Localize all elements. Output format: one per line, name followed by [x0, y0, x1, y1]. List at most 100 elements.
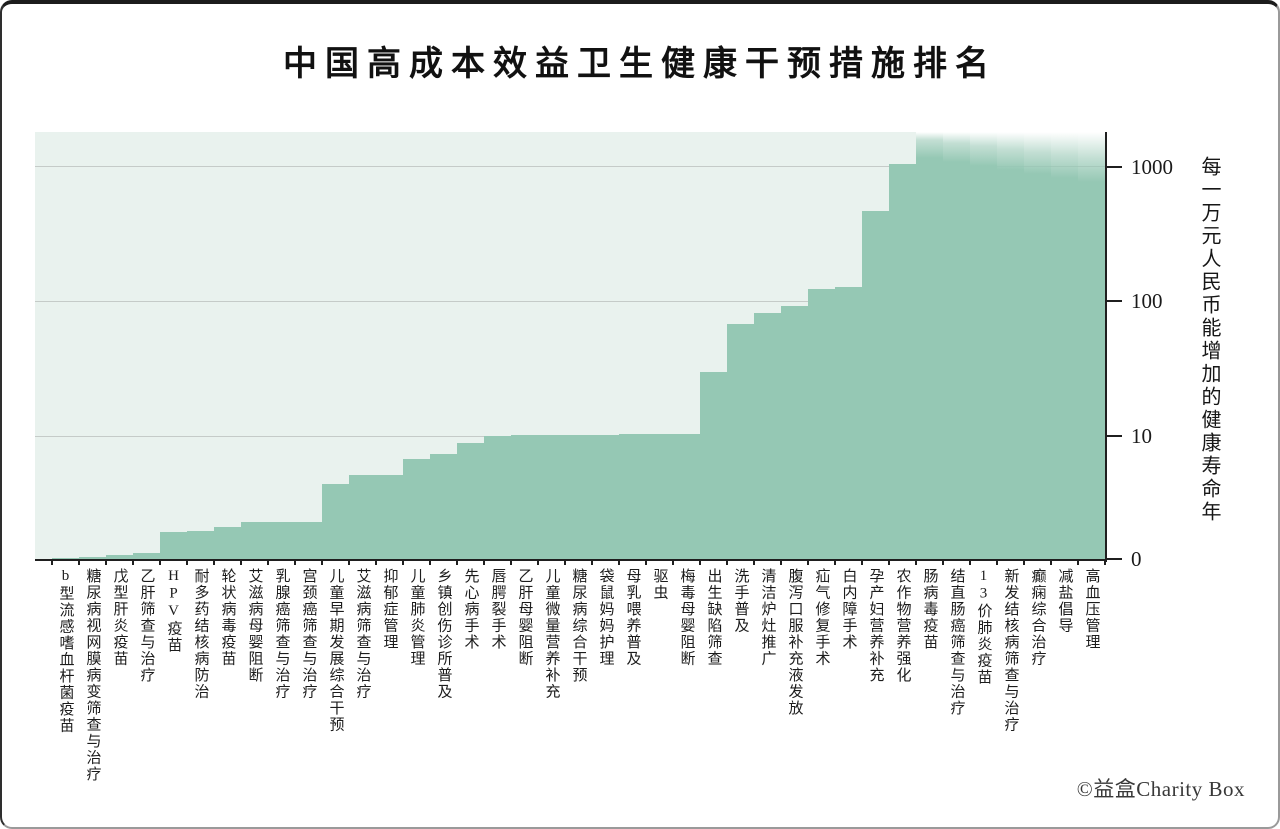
x-tick-mark-8	[267, 561, 269, 565]
gridline-1000	[35, 166, 1105, 168]
x-label-9: 乳腺癌筛查与治疗	[273, 568, 290, 700]
bar-7	[214, 527, 242, 559]
y-axis-line	[1105, 132, 1107, 562]
x-tick-mark-10	[321, 561, 323, 565]
x-label-7: 轮状病毒疫苗	[219, 568, 236, 667]
x-label-36: 新发结核病筛查与治疗	[1002, 568, 1019, 733]
x-tick-mark-11	[348, 561, 350, 565]
bar-31	[862, 210, 890, 559]
x-tick-mark-15	[456, 561, 458, 565]
bar-11	[322, 483, 350, 559]
y-tick-label-1000: 1000	[1131, 154, 1173, 179]
bar-10	[295, 522, 323, 559]
bar-5	[160, 531, 188, 559]
x-tick-mark-26	[753, 561, 755, 565]
x-label-17: 唇腭裂手术	[489, 568, 506, 651]
bar-24	[673, 433, 701, 559]
x-label-13: 抑郁症管理	[381, 568, 398, 651]
gridline-100	[35, 300, 1105, 302]
x-label-1: b型流感嗜血杆菌疫苗	[57, 568, 74, 734]
x-tick-mark-27	[780, 561, 782, 565]
x-label-20: 糖尿病综合干预	[570, 568, 587, 684]
x-tick-mark-25	[726, 561, 728, 565]
bar-1	[52, 557, 80, 559]
x-label-11: 儿童早期发展综合干预	[327, 568, 344, 733]
x-tick-mark-33	[942, 561, 944, 565]
x-tick-mark-20	[591, 561, 593, 565]
x-tick-mark-7	[240, 561, 242, 565]
bar-25	[700, 371, 728, 559]
x-label-30: 白内障手术	[840, 568, 857, 651]
bar-17	[484, 436, 512, 559]
x-label-19: 儿童微量营养补充	[543, 568, 560, 700]
x-tick-mark-21	[618, 561, 620, 565]
x-axis-ticks	[35, 561, 1107, 567]
x-tick-mark-34	[969, 561, 971, 565]
bar-29	[808, 288, 836, 559]
bar-14	[403, 459, 431, 559]
x-tick-mark-18	[537, 561, 539, 565]
x-tick-mark-35	[996, 561, 998, 565]
bar-16	[457, 443, 485, 559]
bar-13	[376, 475, 404, 559]
x-label-39: 高血压管理	[1083, 568, 1100, 651]
y-tick-mark-1000	[1107, 165, 1122, 168]
x-label-35: 13价肺炎疫苗	[975, 568, 992, 686]
x-tick-mark-24	[699, 561, 701, 565]
x-axis-labels: b型流感嗜血杆菌疫苗 糖尿病视网膜病变筛查与治疗 戊型肝炎疫苗 乙肝筛查与治疗 HPV疫…	[35, 568, 1105, 818]
x-tick-mark-13	[402, 561, 404, 565]
y-tick-label-0: 0	[1131, 547, 1142, 571]
y-tick-mark-100	[1107, 300, 1122, 303]
x-tick-mark-12	[375, 561, 377, 565]
x-tick-mark-22	[645, 561, 647, 565]
x-label-12: 艾滋病筛查与治疗	[354, 568, 371, 700]
x-tick-mark-31	[888, 561, 890, 565]
bar-9	[268, 522, 296, 559]
x-tick-mark-17	[510, 561, 512, 565]
x-label-2: 糖尿病视网膜病变筛查与治疗	[84, 568, 101, 783]
y-axis-ticks: 1000 100 10 0	[1107, 132, 1207, 571]
x-tick-mark-4	[159, 561, 161, 565]
x-label-21: 袋鼠妈妈护理	[597, 568, 614, 667]
bar-2	[79, 556, 107, 559]
y-tick-mark-0	[1107, 558, 1122, 560]
x-tick-mark-38	[1077, 561, 1079, 565]
bar-21	[592, 434, 620, 559]
x-tick-mark-9	[294, 561, 296, 565]
x-label-33: 肠病毒疫苗	[921, 568, 938, 651]
bar-30	[835, 286, 863, 559]
y-axis-title: 每一万元人民币能增加的健康寿命年	[1198, 156, 1220, 524]
x-tick-mark-6	[213, 561, 215, 565]
x-tick-mark-19	[564, 561, 566, 565]
credit-watermark: ©益盒Charity Box	[1076, 777, 1245, 801]
x-axis-line	[35, 559, 1107, 561]
x-tick-mark-29	[834, 561, 836, 565]
x-label-38: 减盐倡导	[1056, 568, 1073, 634]
bar-18	[511, 435, 539, 559]
x-label-3: 戊型肝炎疫苗	[111, 568, 128, 667]
x-label-34: 结直肠癌筛查与治疗	[948, 568, 965, 717]
y-tick-mark-10	[1107, 435, 1122, 437]
bar-20	[565, 434, 593, 559]
bar-36	[997, 132, 1025, 559]
x-label-16: 先心病手术	[462, 568, 479, 651]
x-tick-mark-0	[51, 561, 53, 565]
x-label-18: 乙肝母婴阻断	[516, 568, 533, 667]
bar-19	[538, 435, 566, 559]
bar-8	[241, 522, 269, 559]
chart-title: 中国高成本效益卫生健康干预措施排名	[283, 45, 997, 83]
x-label-28: 腹泻口服补充液发放	[786, 568, 803, 717]
bar-27	[754, 313, 782, 559]
bar-15	[430, 454, 458, 559]
x-label-25: 出生缺陷筛查	[705, 568, 722, 667]
x-label-8: 艾滋病母婴阻断	[246, 568, 263, 684]
x-tick-mark-5	[186, 561, 188, 565]
x-tick-mark-14	[429, 561, 431, 565]
x-label-24: 梅毒母婴阻断	[678, 568, 695, 667]
bar-6	[187, 530, 215, 559]
x-label-37: 癫痫综合治疗	[1029, 568, 1046, 667]
x-tick-mark-32	[915, 561, 917, 565]
bar-32	[889, 163, 917, 559]
x-label-31: 孕产妇营养补充	[867, 568, 884, 684]
